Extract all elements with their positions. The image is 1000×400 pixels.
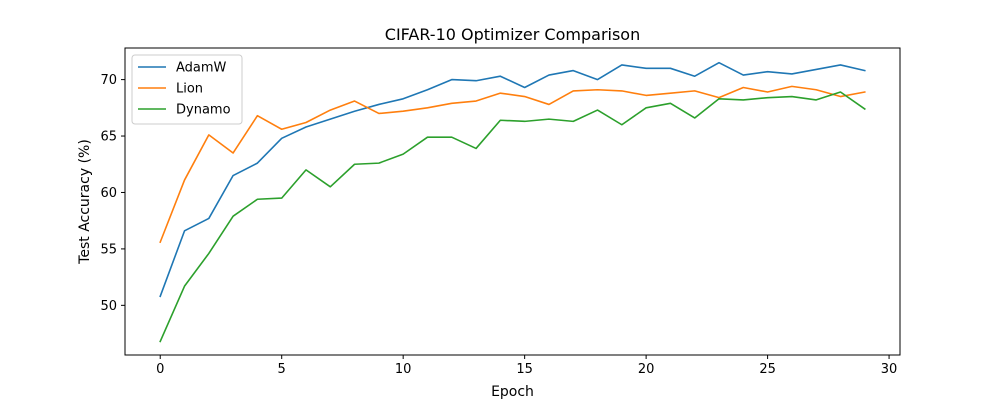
y-tick-label: 70 [100,73,117,88]
legend-label-dynamo: Dynamo [176,103,231,118]
x-tick-label: 10 [395,362,412,377]
x-tick-label: 30 [881,362,898,377]
y-tick-label: 60 [100,186,117,201]
axes-frame [124,47,901,356]
legend-label-adamw: AdamW [176,61,227,76]
chart-title: CIFAR-10 Optimizer Comparison [385,25,640,44]
series-line-dynamo [159,91,866,343]
x-tick-label: 15 [516,362,533,377]
y-axis-title: Test Accuracy (%) [77,139,93,265]
legend-label-lion: Lion [176,82,203,97]
legend: AdamW Lion Dynamo [131,54,243,125]
x-tick-label: 0 [156,362,164,377]
y-tick-label: 55 [100,242,117,257]
x-tick-label: 25 [759,362,776,377]
x-tick-label: 5 [278,362,286,377]
x-axis-title: Epoch [491,384,534,400]
series-line-lion [159,85,866,244]
series-line-adamw [159,61,866,298]
legend-box [131,54,243,125]
plot-area [159,61,866,343]
y-tick-label: 50 [100,299,117,314]
y-tick-label: 65 [100,130,117,145]
x-tick-label: 20 [638,362,655,377]
